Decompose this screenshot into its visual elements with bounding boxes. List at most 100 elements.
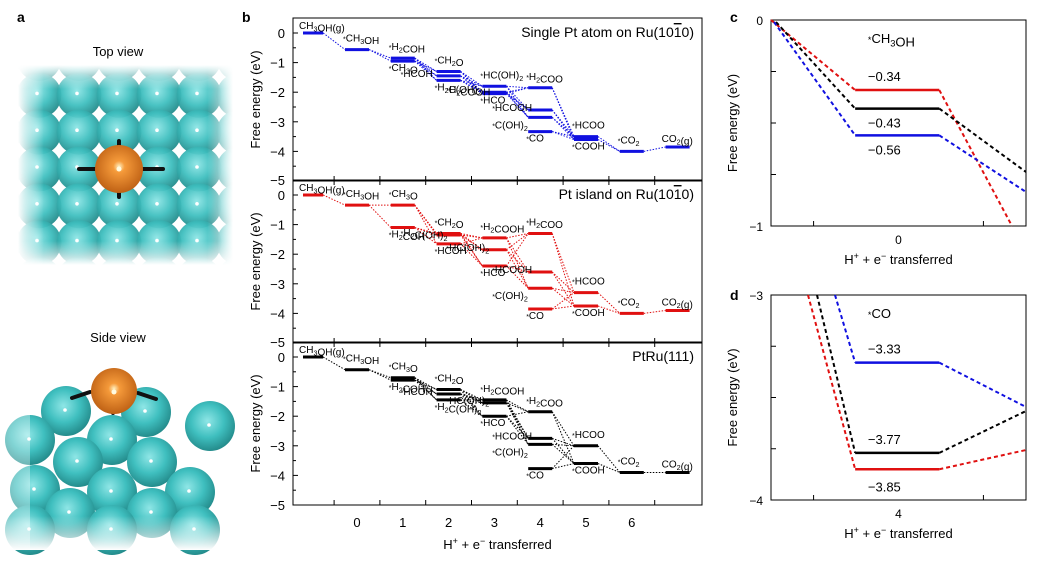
pathway-connector: [552, 131, 575, 141]
pathway-connector: [460, 71, 483, 93]
atom-highlight: [115, 55, 119, 59]
side-view-title: Side view: [90, 330, 146, 345]
panel-b-energy-diagrams: 0 −1 −2 −3 −4 −5 Free energy (eV) Single Pt ato…: [248, 17, 703, 552]
pathway-connector: [597, 139, 621, 152]
y-tick-label: −1: [749, 220, 763, 234]
level-label: *H2COH: [389, 42, 425, 56]
x-tick-label: 0: [353, 515, 360, 530]
level-label: *HCOO: [572, 430, 605, 441]
top-view-fade: [18, 65, 233, 265]
pathway-connector: [460, 393, 483, 404]
y-tick-label: −5: [270, 335, 285, 350]
pathway-connector: [505, 237, 529, 289]
level-label: CO2(g): [662, 134, 693, 148]
side-view-structure: [0, 368, 240, 555]
pathway-connector: [460, 79, 483, 87]
pathway-connector: [552, 305, 575, 310]
pathway-connector: [505, 402, 529, 445]
pathway-connector: [506, 249, 529, 273]
level-label: *H2COH: [389, 382, 425, 396]
pathway-connector: [552, 287, 575, 294]
connector-out: [939, 449, 1027, 471]
pathway-connector: [551, 443, 575, 464]
pathway-connector: [597, 292, 621, 314]
plot-frame: [292, 341, 703, 506]
side-fade-left: [0, 380, 30, 550]
x-tick-label: 5: [582, 515, 589, 530]
level-label: *HCOH: [401, 69, 433, 80]
y-tick-label: −3: [749, 289, 763, 303]
x-axis-label: H+ + e− transferred: [443, 536, 551, 552]
atom-highlight: [235, 276, 239, 280]
pathway-connector: [322, 356, 346, 371]
pathway-connector: [506, 91, 529, 118]
connector-in: [770, 19, 856, 91]
y-tick-label: 0: [756, 14, 763, 28]
value-label: −3.33: [868, 342, 901, 357]
pathway-connector: [414, 57, 437, 72]
pathway-connector: [506, 85, 529, 111]
level-label: *H2COH: [389, 230, 425, 244]
pathway-connector: [322, 194, 346, 206]
pathway-connector: [505, 233, 529, 267]
x-tick-label: 0: [895, 233, 902, 247]
level-label: *C(OH)2: [492, 120, 528, 133]
level-label: *CH2O: [435, 217, 464, 231]
atom-highlight: [75, 276, 79, 280]
pathway-connector: [506, 415, 529, 439]
pathway-connector: [414, 379, 437, 401]
y-tick-label: −2: [270, 409, 285, 424]
top-view-title: Top view: [92, 44, 144, 59]
y-axis-label: Free energy (eV): [725, 74, 740, 172]
pathway-connector: [460, 389, 483, 404]
pathway-connector: [414, 60, 437, 81]
level-label: *HC(OH)2: [480, 70, 523, 83]
pathway-connector: [460, 71, 483, 95]
pathway-connector: [597, 305, 620, 314]
pathway-connector: [506, 402, 529, 413]
pathway-connector: [506, 93, 529, 118]
pathway-connector: [597, 463, 620, 473]
panel-title: *CH3OH: [868, 31, 915, 49]
connector-in: [807, 294, 857, 470]
pathway-connector: [368, 49, 392, 62]
level-label: *CH3OH: [343, 354, 379, 368]
atom-highlight: [235, 92, 239, 96]
pathway-connector: [643, 309, 666, 314]
pathway-connector: [368, 204, 392, 228]
panel-d-letter: d: [730, 287, 739, 303]
level-label: CO2(g): [662, 297, 693, 311]
pathway-connector: [506, 399, 529, 413]
panel-a-letter: a: [17, 9, 25, 25]
level-label: *CO: [526, 471, 544, 482]
pathway-connector: [551, 87, 575, 137]
y-tick-label: −3: [270, 277, 285, 292]
y-tick-label: −4: [749, 494, 763, 508]
panel-c-ch3oh-zoom: 0 −1 Free energy (eV) 0 H+ + e− transferred *…: [725, 14, 1027, 267]
pathway-connector: [460, 243, 483, 251]
connector-in: [773, 21, 856, 136]
y-tick-label: −2: [270, 247, 285, 262]
panel-title: Single Pt atom on Ru(1010): [521, 24, 694, 40]
panel-title: Pt island on Ru(1010): [559, 186, 694, 202]
pathway-connector: [551, 233, 575, 307]
level-label: *HCOOH: [492, 431, 532, 442]
pathway-connector: [551, 271, 575, 307]
level-label: CH3OH(g): [299, 345, 345, 359]
level-label: *H2COOH: [446, 85, 490, 99]
level-label: *H2COO: [526, 217, 563, 231]
x-tick-label: 6: [628, 515, 635, 530]
level-label: *H2COOH: [480, 222, 524, 236]
atom-highlight: [155, 276, 159, 280]
value-label: −3.77: [868, 432, 901, 447]
y-tick-label: −1: [270, 56, 285, 71]
atom-highlight: [115, 276, 119, 280]
level-label: *CO: [526, 311, 544, 322]
level-label: *HCO: [480, 418, 505, 429]
pathway-connector: [460, 71, 483, 87]
level-label: *CH3OH: [343, 189, 379, 203]
level-label: *C(OH)2: [492, 291, 528, 304]
panel-title: PtRu(111): [632, 348, 694, 364]
panel-title: *CO: [868, 306, 891, 321]
y-axis-label: Free energy (eV): [248, 212, 263, 310]
